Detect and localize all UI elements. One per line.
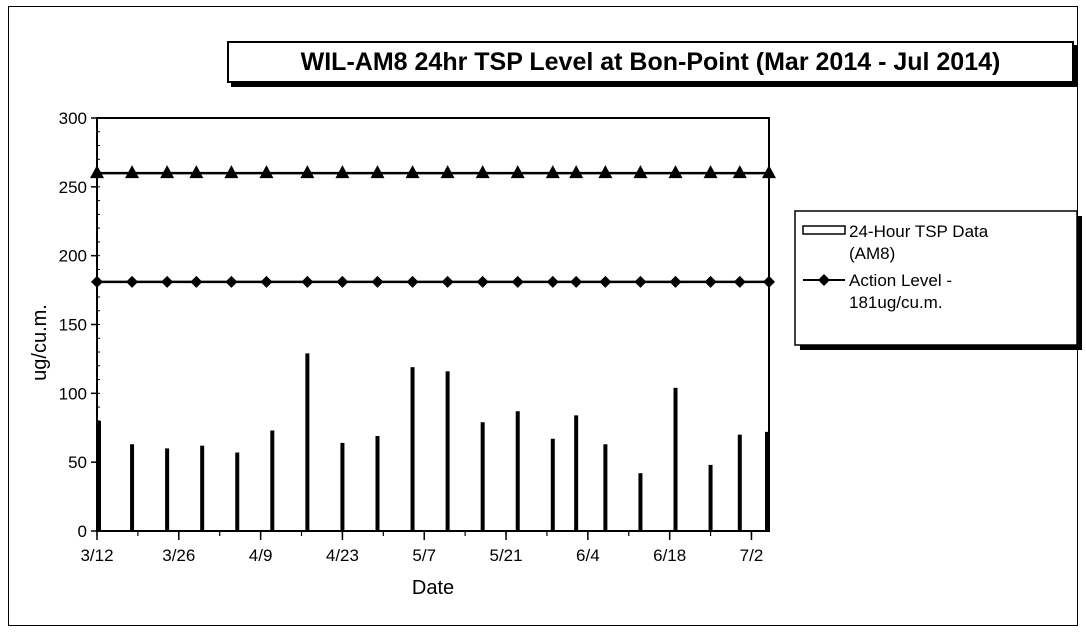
tsp-bar <box>410 367 415 531</box>
action-level-marker <box>371 275 384 288</box>
y-tick-label: 150 <box>59 316 87 335</box>
limit-level-marker <box>510 165 525 179</box>
legend-label-action-line1: Action Level - <box>849 271 952 290</box>
tsp-bar <box>235 452 240 531</box>
tsp-bar <box>305 353 310 531</box>
y-axis-title: ug/cu.m. <box>29 304 51 381</box>
plot-border <box>96 117 770 532</box>
limit-level-marker <box>370 165 385 179</box>
legend-label-action-line2: 181ug/cu.m. <box>849 293 943 312</box>
action-level-marker <box>599 275 612 288</box>
action-level-marker <box>126 275 139 288</box>
y-tick-label: 0 <box>78 522 87 541</box>
y-tick-label: 50 <box>68 453 87 472</box>
action-level-marker <box>225 275 238 288</box>
legend-diamond-icon <box>818 274 830 286</box>
action-level-marker <box>336 275 349 288</box>
limit-level-marker <box>569 165 584 179</box>
tsp-bar <box>340 442 345 531</box>
tsp-bar <box>708 464 713 531</box>
tsp-bar <box>270 430 275 531</box>
legend-label-tsp: 24-Hour TSP Data (AM8) <box>849 222 989 263</box>
chart-title-box: WIL-AM8 24hr TSP Level at Bon-Point (Mar… <box>227 41 1074 83</box>
action-level-marker <box>161 275 174 288</box>
action-level-marker <box>511 275 524 288</box>
tsp-bar <box>165 448 170 531</box>
action-level-marker <box>406 275 419 288</box>
limit-level-marker <box>189 165 204 179</box>
legend-label-action: Action Level - 181ug/cu.m. <box>849 271 952 312</box>
limit-level-marker <box>633 165 648 179</box>
x-tick-label: 4/23 <box>326 546 359 565</box>
limit-level-marker <box>259 165 274 179</box>
x-tick-label: 6/18 <box>653 546 686 565</box>
limit-level-marker <box>224 165 239 179</box>
action-level-marker <box>260 275 273 288</box>
limit-level-marker <box>598 165 613 179</box>
tsp-bars <box>97 353 769 531</box>
tsp-bar <box>574 415 579 531</box>
plot-area <box>96 117 770 532</box>
limit-level-marker <box>335 165 350 179</box>
limit-level-marker <box>160 165 175 179</box>
limit-level-marker <box>732 165 747 179</box>
legend: 24-Hour TSP Data (AM8) Action Level - 181ug… <box>794 210 1082 350</box>
action-level-marker <box>301 275 314 288</box>
x-tick-label: 6/4 <box>576 546 600 565</box>
legend-bar-swatch <box>802 225 846 235</box>
tsp-bar <box>445 371 450 531</box>
action-level-marker <box>190 275 203 288</box>
limit-level-marker <box>300 165 315 179</box>
limit-lines <box>90 165 776 288</box>
tsp-bar <box>375 436 380 531</box>
limit-level-marker <box>668 165 683 179</box>
tsp-bar <box>97 420 101 531</box>
tsp-bar <box>130 444 135 531</box>
limit-level-marker <box>545 165 560 179</box>
action-level-marker <box>669 275 682 288</box>
action-level-marker <box>733 275 746 288</box>
x-tick-label: 3/26 <box>162 546 195 565</box>
action-level-marker <box>476 275 489 288</box>
action-level-marker <box>441 275 454 288</box>
limit-level-marker <box>440 165 455 179</box>
tsp-bar <box>515 411 520 531</box>
y-tick-label: 200 <box>59 247 87 266</box>
tsp-bar <box>550 438 555 531</box>
y-tick-label: 250 <box>59 178 87 197</box>
limit-level-marker <box>703 165 718 179</box>
action-level-marker <box>704 275 717 288</box>
limit-level-marker <box>405 165 420 179</box>
x-tick-label: 4/9 <box>249 546 273 565</box>
legend-label-tsp-line1: 24-Hour TSP Data <box>849 222 989 241</box>
tsp-bar <box>765 431 769 531</box>
action-level-marker <box>570 275 583 288</box>
x-axis-title: Date <box>412 577 454 599</box>
x-tick-label: 5/21 <box>489 546 522 565</box>
tsp-bar <box>673 387 678 531</box>
tsp-bar <box>603 444 608 531</box>
chart-title: WIL-AM8 24hr TSP Level at Bon-Point (Mar… <box>300 47 1001 76</box>
tsp-bar <box>200 445 205 531</box>
tsp-bar <box>737 434 742 531</box>
x-axis-ticks: 3/12 3/26 4/9 4/23 5/7 5/21 6/4 6/18 7/2 <box>80 531 763 565</box>
legend-label-tsp-line2: (AM8) <box>849 244 895 263</box>
action-level-marker <box>634 275 647 288</box>
limit-level-marker <box>475 165 490 179</box>
x-tick-label: 7/2 <box>740 546 764 565</box>
limit-level-marker <box>125 165 140 179</box>
x-tick-label: 3/12 <box>80 546 113 565</box>
tsp-bar <box>638 473 643 531</box>
x-tick-label: 5/7 <box>412 546 436 565</box>
y-tick-label: 300 <box>59 109 87 128</box>
action-level-marker <box>546 275 559 288</box>
y-tick-label: 100 <box>59 384 87 403</box>
tsp-bar <box>480 422 485 531</box>
